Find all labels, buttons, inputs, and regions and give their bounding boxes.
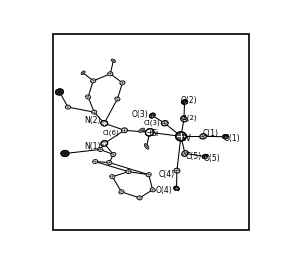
Ellipse shape <box>176 132 186 141</box>
Text: C(4): C(4) <box>158 170 174 179</box>
Ellipse shape <box>126 170 131 174</box>
Ellipse shape <box>182 151 188 156</box>
Text: Cl(6): Cl(6) <box>103 129 119 136</box>
Ellipse shape <box>81 71 85 75</box>
Text: O(5): O(5) <box>203 154 220 163</box>
Ellipse shape <box>144 144 149 149</box>
Ellipse shape <box>150 188 155 192</box>
Ellipse shape <box>146 129 154 136</box>
Text: W: W <box>182 134 191 143</box>
Text: C(1): C(1) <box>203 129 219 138</box>
Text: Cl(2): Cl(2) <box>181 114 198 121</box>
Ellipse shape <box>174 186 179 190</box>
Ellipse shape <box>86 95 91 99</box>
Ellipse shape <box>65 105 71 109</box>
Ellipse shape <box>202 154 208 159</box>
Ellipse shape <box>115 97 120 101</box>
Text: O(1): O(1) <box>224 134 240 144</box>
Ellipse shape <box>101 141 108 146</box>
Ellipse shape <box>93 160 98 163</box>
Ellipse shape <box>149 113 155 118</box>
Ellipse shape <box>111 59 116 62</box>
Ellipse shape <box>61 150 69 156</box>
Text: O(3): O(3) <box>132 110 149 119</box>
Ellipse shape <box>111 152 116 157</box>
Text: O(4): O(4) <box>156 186 173 195</box>
Ellipse shape <box>121 128 128 133</box>
Ellipse shape <box>91 110 97 114</box>
Ellipse shape <box>202 154 208 159</box>
Ellipse shape <box>174 168 180 173</box>
Ellipse shape <box>146 129 154 136</box>
Ellipse shape <box>146 173 151 177</box>
Text: C(5): C(5) <box>186 152 202 161</box>
Ellipse shape <box>149 113 155 118</box>
Ellipse shape <box>120 81 125 85</box>
Ellipse shape <box>161 121 168 126</box>
Ellipse shape <box>98 148 103 151</box>
Ellipse shape <box>101 141 108 146</box>
Ellipse shape <box>107 161 112 165</box>
Ellipse shape <box>137 196 142 200</box>
Ellipse shape <box>223 135 228 139</box>
Text: N(1): N(1) <box>84 141 101 151</box>
Ellipse shape <box>110 175 115 179</box>
Text: Si: Si <box>150 129 159 138</box>
Text: N(2): N(2) <box>84 116 101 125</box>
Ellipse shape <box>176 132 186 141</box>
Ellipse shape <box>182 100 188 104</box>
Ellipse shape <box>101 121 108 126</box>
Ellipse shape <box>56 89 64 95</box>
Ellipse shape <box>182 100 188 104</box>
Ellipse shape <box>223 135 228 139</box>
Text: O(2): O(2) <box>181 96 198 105</box>
Ellipse shape <box>200 134 206 139</box>
Ellipse shape <box>101 121 108 126</box>
Ellipse shape <box>56 89 64 95</box>
Ellipse shape <box>61 150 69 156</box>
Ellipse shape <box>119 190 124 194</box>
Text: Cl(3): Cl(3) <box>143 119 160 126</box>
Ellipse shape <box>181 117 187 122</box>
Ellipse shape <box>108 72 113 76</box>
Ellipse shape <box>174 186 179 190</box>
Ellipse shape <box>139 128 145 132</box>
Ellipse shape <box>91 79 96 83</box>
